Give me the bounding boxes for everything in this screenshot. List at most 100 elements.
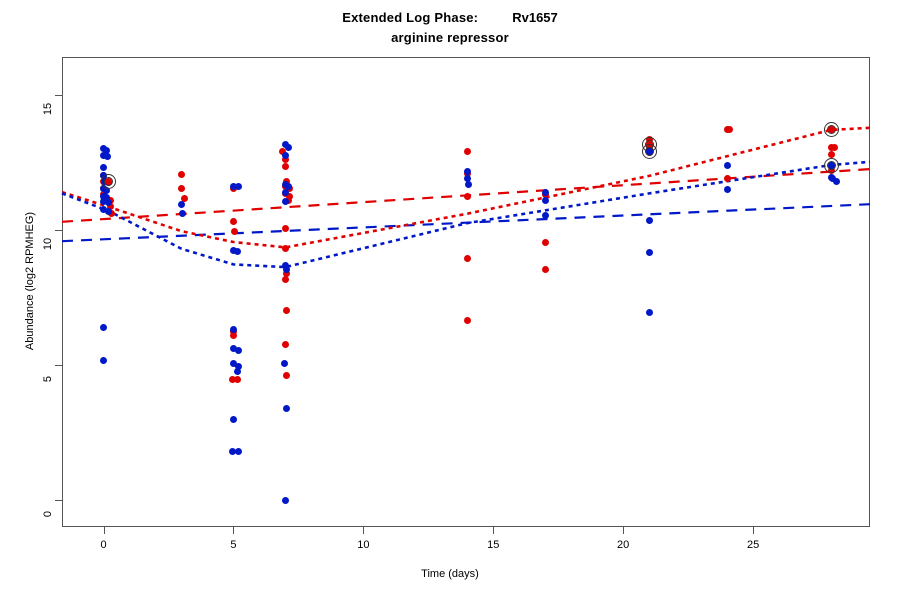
data-point-blue xyxy=(280,360,288,368)
data-point-red xyxy=(230,218,237,226)
x-axis-tick xyxy=(363,527,365,534)
data-point-red xyxy=(283,269,291,277)
data-point-red xyxy=(726,126,734,134)
y-axis-tick xyxy=(55,94,62,96)
data-point-red xyxy=(283,307,291,315)
data-point-blue xyxy=(283,404,291,412)
highlighted-data-point xyxy=(645,148,653,155)
data-point-blue xyxy=(100,206,108,214)
y-axis-tick-label: 5 xyxy=(42,375,54,382)
title-line-1: Extended Log Phase: Rv1657 xyxy=(0,8,900,28)
data-point-red xyxy=(463,316,471,324)
data-point-blue xyxy=(230,345,237,353)
data-point-red xyxy=(279,148,287,155)
x-axis-tick-label: 0 xyxy=(100,539,107,551)
data-point-blue xyxy=(723,161,731,169)
y-axis-tick-label: 10 xyxy=(42,237,54,250)
data-point-red xyxy=(281,276,289,284)
data-point-blue xyxy=(235,447,243,455)
data-point-red xyxy=(281,341,289,349)
data-point-blue xyxy=(105,207,113,215)
data-point-red xyxy=(106,203,114,211)
data-point-blue xyxy=(230,183,237,191)
plot-frame xyxy=(62,57,870,527)
x-axis-tick-label: 5 xyxy=(230,539,237,551)
trend-lines-layer xyxy=(61,126,871,269)
y-axis-tick-label: 15 xyxy=(42,102,54,115)
data-point-blue xyxy=(100,357,108,365)
data-point-red xyxy=(281,245,289,253)
data-point-blue xyxy=(541,188,549,196)
data-point-blue xyxy=(178,200,185,208)
data-point-blue xyxy=(104,153,111,161)
x-axis-tick xyxy=(753,527,755,534)
y-axis-tick xyxy=(55,364,62,366)
data-point-blue xyxy=(102,187,110,195)
data-point-blue xyxy=(645,308,653,316)
data-point-red xyxy=(281,162,289,170)
data-point-blue xyxy=(235,346,243,354)
x-axis-tick xyxy=(103,527,105,534)
data-point-red xyxy=(827,150,835,158)
data-point-red xyxy=(180,195,188,203)
plot-area: 0 5 10 15 0 5 10 15 20 25 xyxy=(42,57,871,551)
data-point-blue xyxy=(230,360,237,368)
data-point-blue xyxy=(230,246,237,254)
data-point-blue xyxy=(233,248,241,255)
x-axis-label: Time (days) xyxy=(421,568,479,580)
x-axis-tick xyxy=(493,527,495,534)
data-point-blue xyxy=(102,146,110,154)
data-point-blue xyxy=(235,362,243,370)
data-point-blue xyxy=(283,265,291,273)
highlight-inner-ring xyxy=(826,125,836,135)
highlight-outer-ring xyxy=(823,157,839,173)
data-point-blue xyxy=(284,144,292,151)
data-point-blue xyxy=(102,194,110,201)
data-point-blue xyxy=(828,175,836,183)
title-gene-id: Rv1657 xyxy=(512,10,558,25)
data-point-blue xyxy=(723,185,731,193)
x-axis-tick-label: 25 xyxy=(746,539,760,551)
trend-line-red-dotted xyxy=(61,126,871,249)
data-point-blue xyxy=(100,198,108,205)
y-axis-label: Abundance (log2 RPMHEG) xyxy=(24,211,36,351)
data-point-red xyxy=(463,254,471,262)
data-point-blue xyxy=(230,326,237,334)
highlight-inner-ring xyxy=(644,147,654,156)
highlight-outer-ring xyxy=(641,144,657,159)
data-point-blue xyxy=(463,168,471,176)
data-point-blue xyxy=(281,198,289,205)
data-point-red xyxy=(281,225,289,232)
title-gene-description: arginine repressor xyxy=(391,30,509,45)
chart-title: Extended Log Phase: Rv1657 arginine repre… xyxy=(0,8,900,48)
data-point-blue xyxy=(541,196,549,204)
data-point-blue xyxy=(100,323,108,331)
data-point-red xyxy=(827,144,835,151)
data-point-red xyxy=(831,144,839,151)
x-axis-tick-label: 15 xyxy=(487,539,500,551)
data-point-red xyxy=(281,156,289,164)
data-point-blue xyxy=(105,199,113,207)
data-point-red xyxy=(723,175,731,183)
data-point-blue xyxy=(281,496,289,504)
highlighted-data-point xyxy=(827,161,835,169)
data-point-blue xyxy=(100,164,108,172)
y-axis-tick xyxy=(55,499,62,501)
data-point-blue xyxy=(281,188,289,196)
data-point-red xyxy=(541,238,549,246)
data-point-blue xyxy=(100,152,108,160)
x-axis-tick-label: 10 xyxy=(357,539,370,551)
data-point-red xyxy=(463,192,471,200)
data-point-blue xyxy=(284,183,292,191)
highlight-inner-ring xyxy=(826,160,836,170)
y-axis-tick-label: 0 xyxy=(42,510,54,518)
x-axis-tick xyxy=(233,527,235,534)
data-point-red xyxy=(107,210,115,218)
data-point-blue xyxy=(281,152,289,160)
data-point-blue xyxy=(281,261,289,269)
data-point-blue xyxy=(233,368,241,376)
data-point-red xyxy=(178,184,185,192)
data-point-blue xyxy=(235,183,243,191)
data-point-red xyxy=(541,265,549,273)
